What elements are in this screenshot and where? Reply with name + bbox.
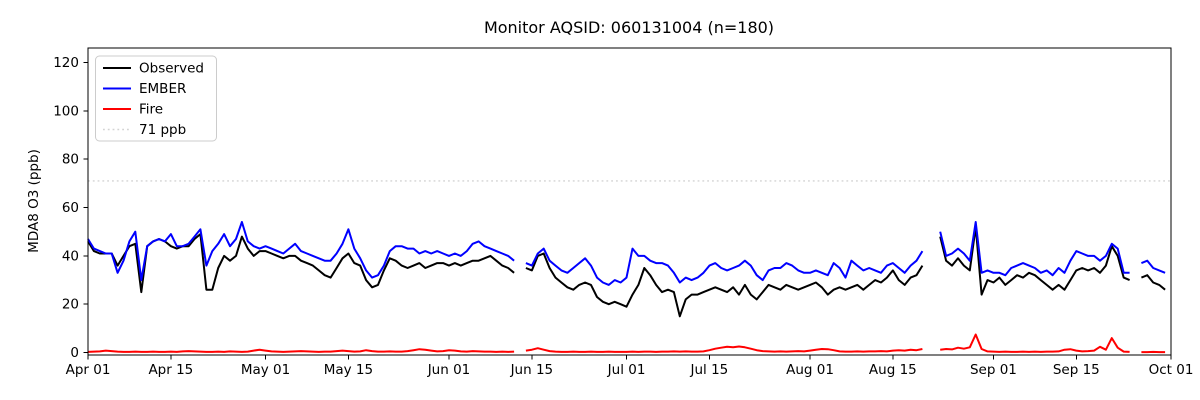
legend-box — [95, 55, 217, 142]
x-tick-label: Sep 15 — [1053, 362, 1100, 378]
y-tick-label: 20 — [62, 297, 79, 313]
x-tick-label: Jul 01 — [607, 362, 646, 378]
x-tick-label: Jun 15 — [510, 362, 554, 378]
plot-frame — [87, 47, 1172, 356]
x-tick-label: Aug 01 — [786, 362, 834, 378]
y-tick-label: 120 — [53, 55, 79, 71]
x-tick-label: Jul 15 — [690, 362, 729, 378]
x-tick-label: Sep 01 — [970, 362, 1017, 378]
y-tick-label: 100 — [53, 103, 79, 119]
legend-label-ember: EMBER — [139, 81, 186, 97]
x-tick-label: May 15 — [324, 362, 373, 378]
legend: Observed EMBER Fire 71 ppb — [95, 55, 217, 142]
y-tick-label: 0 — [70, 345, 79, 361]
legend-label-fire: Fire — [139, 102, 163, 118]
axis-layer: Apr 01 Apr 15 May 01 May 15 Jun 01 Jun 15 Jul … — [53, 55, 1193, 378]
x-tick-label: Apr 15 — [148, 362, 193, 378]
x-tick-label: Jun 01 — [427, 362, 471, 378]
series-layer — [87, 221, 1166, 354]
x-tick-label: May 01 — [241, 362, 290, 378]
x-tick-label: Apr 01 — [66, 362, 111, 378]
series-line-fire — [87, 333, 1166, 354]
series-line-ember — [87, 221, 1166, 286]
legend-label-threshold: 71 ppb — [139, 122, 186, 138]
series-line-observed — [87, 225, 1166, 318]
y-axis-label: MDA8 O3 (ppb) — [26, 149, 42, 253]
y-tick-label: 80 — [62, 152, 79, 168]
legend-item-fire: Fire — [103, 102, 163, 118]
legend-item-threshold: 71 ppb — [103, 122, 186, 138]
chart-title: Monitor AQSID: 060131004 (n=180) — [484, 18, 774, 37]
legend-label-observed: Observed — [139, 61, 204, 77]
y-tick-label: 60 — [62, 200, 79, 216]
y-tick-label: 40 — [62, 248, 79, 264]
legend-item-ember: EMBER — [103, 81, 186, 97]
x-tick-label: Oct 01 — [1149, 362, 1194, 378]
x-tick-label: Aug 15 — [869, 362, 917, 378]
legend-item-observed: Observed — [103, 61, 204, 77]
